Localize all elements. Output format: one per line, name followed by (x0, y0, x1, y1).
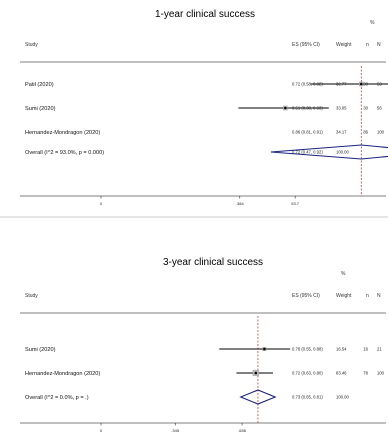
percent-header: % (370, 20, 375, 26)
weight-value: 34.17 (336, 130, 347, 135)
point-estimate (359, 82, 363, 86)
axis-tick-label: .384 (236, 201, 245, 206)
panel-1-year: 1-year clinical success % Study ES (95% … (20, 9, 388, 206)
study-label: Hernandez-Mondragon (2020) (25, 130, 100, 136)
es-ci-value: 0.72 (0.58, 0.82) (292, 82, 323, 87)
panel-3-year-title: 3-year clinical success (163, 257, 263, 268)
study-label: Sumi (2020) (25, 106, 56, 112)
n-value: 78 (363, 371, 368, 376)
point-estimate (263, 347, 266, 351)
weight-value: 32.77 (336, 82, 347, 87)
N-header: N (377, 293, 381, 299)
n-value: 16 (363, 347, 368, 352)
study-header: Study (25, 42, 38, 48)
study-header: Study (25, 293, 38, 299)
overall-es-ci-value: 0.72 (0.47, 0.92) (292, 150, 323, 155)
N-value: 21 (377, 347, 382, 352)
overall-weight-value: 100.00 (336, 150, 349, 155)
overall-weight-value: 100.00 (336, 395, 349, 400)
study-label: Hernandez-Mondragon (2020) (25, 371, 100, 377)
point-estimate (254, 371, 258, 375)
N-value: 100 (377, 371, 385, 376)
panel-1-year-title: 1-year clinical success (155, 9, 255, 20)
study-label: Patil (2020) (25, 82, 54, 88)
panel-3-year: 3-year clinical success % Study ES (95% … (20, 257, 386, 433)
N-value: 56 (377, 106, 382, 111)
weight-header: Weight (336, 42, 352, 48)
weight-value: 83.46 (336, 371, 347, 376)
n-value: 30 (363, 106, 368, 111)
percent-header: % (341, 271, 346, 277)
axis-tick-label: 53.7 (291, 201, 300, 206)
axis-tick-label: 0 (100, 428, 103, 433)
overall-label: Overall (I^2 = 0.0%, p = .) (25, 395, 89, 401)
es-ci-value: 0.51 (0.38, 0.63) (292, 106, 323, 111)
es-ci-value: 0.76 (0.55, 0.88) (292, 347, 323, 352)
N-header: N (377, 42, 381, 48)
N-value: 53 (377, 82, 382, 87)
overall-diamond (270, 144, 388, 160)
weight-header: Weight (336, 293, 352, 299)
overall-diamond (239, 389, 277, 405)
point-estimate (284, 106, 287, 110)
overall-label: Overall (I^2 = 93.0%, p = 0.000) (25, 150, 104, 156)
es-ci-value: 0.72 (0.63, 0.80) (292, 371, 323, 376)
axis-tick-label: 0 (100, 201, 103, 206)
es-ci-value: 0.86 (0.81, 0.91) (292, 130, 323, 135)
n-value: 86 (363, 130, 368, 135)
axis-tick-label: .656 (238, 428, 247, 433)
overall-es-ci-value: 0.73 (0.65, 0.81) (292, 395, 323, 400)
n-value: 38 (363, 82, 368, 87)
axis-tick-label: .345 (171, 428, 180, 433)
study-label: Sumi (2020) (25, 347, 56, 353)
weight-value: 16.54 (336, 347, 347, 352)
n-header: n (366, 293, 369, 299)
es-ci-header: ES (95% CI) (292, 293, 320, 299)
n-header: n (366, 42, 369, 48)
es-ci-header: ES (95% CI) (292, 42, 320, 48)
weight-value: 33.05 (336, 106, 347, 111)
N-value: 100 (377, 130, 385, 135)
